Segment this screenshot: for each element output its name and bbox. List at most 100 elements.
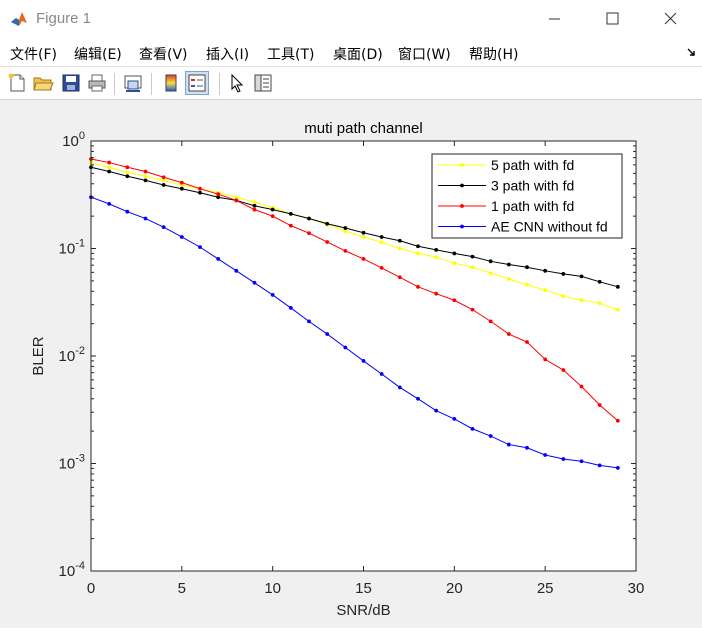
menu-window[interactable]: 窗口(W) [398,47,451,63]
close-button[interactable] [648,6,694,32]
data-point [579,459,584,464]
figure-canvas: 0 5 10 15 20 25 30 100 10-1 10-2 10-3 10-4 muti pat… [0,100,702,628]
data-point [452,251,457,256]
data-point [143,169,148,174]
data-point [125,165,130,170]
data-point [561,294,566,299]
data-point [107,201,112,206]
data-point [597,403,602,407]
data-point [506,442,511,447]
data-point [561,272,566,276]
data-point [288,223,293,228]
print-icon[interactable] [86,72,108,94]
data-point [452,298,457,303]
data-point [615,307,620,312]
series-line[interactable] [90,196,618,469]
data-point [270,207,275,212]
open-file-icon[interactable] [32,72,54,94]
data-point [361,235,366,239]
data-point [434,291,439,296]
data-point [488,434,493,438]
data-point [397,385,402,390]
series-group [89,165,620,289]
data-point [416,244,420,249]
menu-edit[interactable]: 编辑(E) [74,47,122,63]
minimize-button[interactable] [518,6,564,32]
data-point [216,195,221,200]
data-point [361,230,366,235]
data-point [525,445,529,450]
data-point [506,262,511,267]
chart-title: muti path channel [304,120,422,137]
menu-tools[interactable]: 工具(T) [267,47,315,63]
matlab-logo-icon [10,10,28,28]
data-point [234,268,239,273]
new-figure-icon[interactable] [6,72,28,94]
property-inspector-icon[interactable] [252,72,274,94]
data-point [307,216,311,221]
data-point [470,254,475,259]
data-point [416,284,420,289]
menu-insert[interactable]: 插入(I) [206,47,250,63]
data-point [198,186,202,191]
data-point [416,251,420,256]
dock-arrow-icon[interactable] [686,47,696,57]
menu-view[interactable]: 查看(V) [139,47,188,63]
data-point [561,368,566,372]
legend[interactable]: 5 path with fd 3 path with fd 1 path with … [431,153,623,239]
legend-marker [460,163,464,167]
data-point [107,165,112,170]
data-point [252,207,257,212]
series-line[interactable] [90,166,618,288]
data-point [470,426,475,431]
data-point [270,214,275,219]
data-point [198,245,202,250]
data-point [597,463,602,468]
menu-desktop[interactable]: 桌面(D) [333,47,383,63]
data-point [379,372,384,376]
y-tick-label: 100 [62,130,85,150]
maximize-button[interactable] [590,6,636,32]
x-tick-label: 15 [355,580,372,597]
data-point [361,257,366,261]
x-tick-label: 25 [537,580,554,597]
menu-help[interactable]: 帮助(H) [469,47,519,63]
data-point [579,274,584,279]
series-line[interactable] [90,162,618,311]
data-point [270,293,275,297]
data-point [143,174,148,179]
legend-icon[interactable] [185,71,209,95]
data-point [379,240,384,245]
data-point [543,357,548,362]
data-point [379,265,384,270]
data-point [506,277,511,281]
data-point [506,332,511,336]
window-titlebar: Figure 1 [0,0,702,38]
menu-file[interactable]: 文件(F) [10,47,57,63]
link-plot-icon[interactable] [122,72,144,94]
y-tick-label: 10-4 [59,560,85,580]
data-point [216,257,221,261]
legend-box [431,153,623,239]
pointer-icon[interactable] [226,72,248,94]
legend-marker [460,204,464,208]
data-point [325,221,330,226]
colorbar-icon[interactable] [160,72,182,94]
save-icon[interactable] [60,72,82,94]
data-point [525,282,529,287]
data-point [361,359,366,363]
legend-label: 5 path with fd [491,157,574,173]
toolbar-separator [151,73,152,95]
data-point [434,408,439,413]
series-line[interactable] [90,158,619,422]
data-point [488,319,493,324]
data-point [597,301,602,306]
data-point [161,183,166,187]
data-point [597,279,602,284]
toolbar-separator [114,73,115,95]
data-point [234,195,239,200]
data-point [179,235,184,239]
data-point [615,466,620,470]
data-point [470,307,475,312]
data-point [107,160,112,165]
